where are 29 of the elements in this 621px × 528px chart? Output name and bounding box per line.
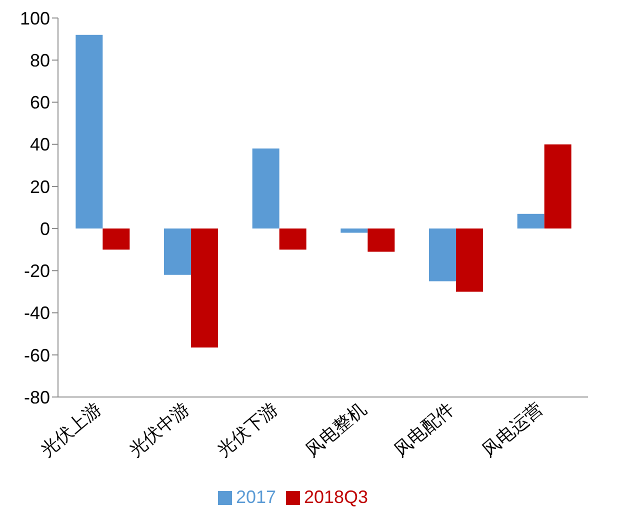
bar <box>429 228 456 282</box>
y-tick-label: -80 <box>24 387 50 408</box>
y-tick-label: -60 <box>24 345 50 366</box>
bar <box>252 148 280 229</box>
y-tick-label: 100 <box>20 8 50 28</box>
bar <box>191 228 218 348</box>
bar <box>517 214 544 229</box>
bar <box>102 228 130 250</box>
bar <box>279 228 306 250</box>
legend-label: 2017 <box>236 487 276 507</box>
y-tick-label: -40 <box>24 303 50 324</box>
x-tick-label: 风电整机 <box>302 398 370 460</box>
bar <box>456 228 483 292</box>
bar <box>368 228 395 252</box>
x-tick-label: 风电配件 <box>390 398 458 460</box>
x-tick-label: 风电运营 <box>478 398 546 460</box>
x-tick-label: 光伏下游 <box>213 398 282 460</box>
y-tick-label: 60 <box>30 92 50 113</box>
y-tick-label: -20 <box>24 261 50 282</box>
x-tick-label: 光伏中游 <box>125 398 194 460</box>
y-tick-label: 0 <box>40 218 50 239</box>
legend-label: 2018Q3 <box>304 487 368 507</box>
bar <box>164 228 191 275</box>
bar <box>340 228 368 233</box>
y-tick-label: 80 <box>30 50 50 70</box>
y-tick-label: 20 <box>30 176 50 197</box>
y-tick-label: 40 <box>30 134 50 155</box>
bar <box>544 144 572 229</box>
bar <box>76 34 103 229</box>
